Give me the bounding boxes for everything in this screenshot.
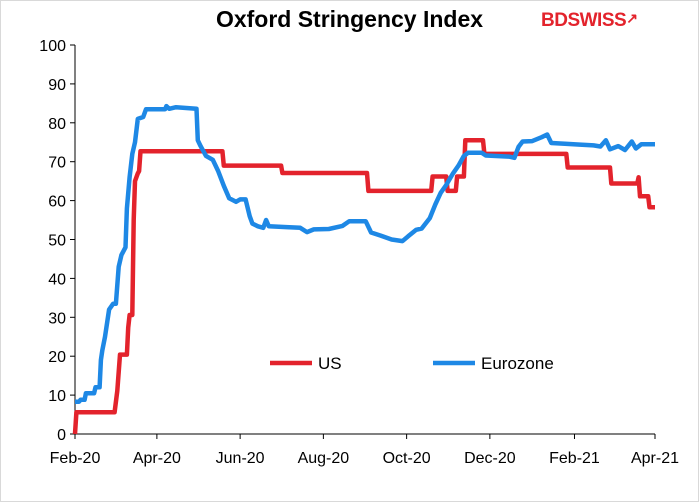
brand-logo-swiss: SWISS	[567, 10, 627, 31]
brand-logo-bd: BD	[541, 10, 568, 31]
y-tick-label: 70	[48, 155, 66, 172]
y-tick-label: 40	[48, 271, 66, 288]
series-line-eurozone	[75, 103, 655, 404]
y-tick-label: 10	[48, 388, 66, 405]
x-tick-label: Jun-20	[216, 450, 265, 467]
y-tick-label: 30	[48, 310, 66, 327]
y-tick-label: 90	[48, 77, 66, 94]
x-tick-label: Dec-20	[464, 450, 516, 467]
x-tick-label: Oct-20	[383, 450, 431, 467]
chart-title: Oxford Stringency Index	[215, 6, 484, 32]
brand-logo: BDSWISS↗	[541, 10, 638, 32]
y-tick-label: 100	[39, 38, 66, 55]
legend-label-us: US	[318, 354, 342, 373]
y-tick-label: 60	[48, 194, 66, 211]
x-tick-label: Feb-21	[549, 450, 600, 467]
y-tick-label: 0	[57, 427, 66, 444]
y-tick-label: 20	[48, 349, 66, 366]
x-tick-label: Apr-21	[631, 450, 679, 467]
brand-arrow-icon: ↗	[626, 10, 638, 26]
x-tick-label: Feb-20	[50, 450, 101, 467]
y-tick-label: 80	[48, 116, 66, 133]
x-tick-label: Aug-20	[298, 450, 350, 467]
x-tick-label: Apr-20	[133, 450, 181, 467]
series-line-us	[72, 138, 655, 435]
legend-label-eurozone: Eurozone	[481, 354, 554, 373]
y-tick-label: 50	[48, 233, 66, 250]
